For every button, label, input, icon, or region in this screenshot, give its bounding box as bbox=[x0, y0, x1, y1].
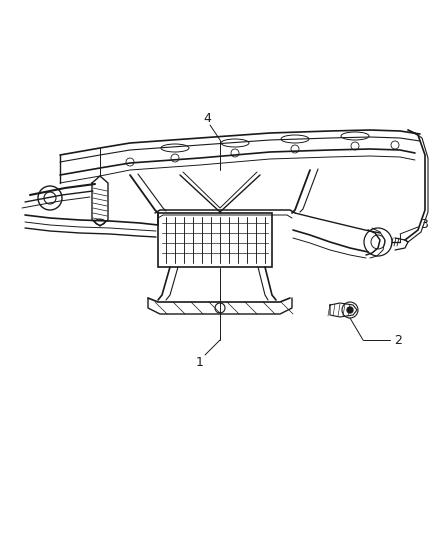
Circle shape bbox=[44, 192, 56, 204]
Circle shape bbox=[351, 142, 359, 150]
Ellipse shape bbox=[341, 132, 369, 140]
Circle shape bbox=[126, 158, 134, 166]
Text: 2: 2 bbox=[394, 334, 402, 346]
Circle shape bbox=[171, 154, 179, 162]
Circle shape bbox=[291, 145, 299, 153]
Circle shape bbox=[342, 302, 358, 318]
Text: 1: 1 bbox=[196, 356, 204, 368]
Circle shape bbox=[38, 186, 62, 210]
Text: 3: 3 bbox=[420, 217, 428, 230]
Ellipse shape bbox=[95, 219, 105, 225]
Ellipse shape bbox=[281, 135, 309, 143]
Circle shape bbox=[347, 307, 353, 313]
Circle shape bbox=[215, 303, 225, 313]
Circle shape bbox=[364, 228, 392, 256]
Circle shape bbox=[371, 235, 385, 249]
Ellipse shape bbox=[161, 144, 189, 152]
Polygon shape bbox=[158, 213, 272, 267]
Circle shape bbox=[391, 141, 399, 149]
Text: 4: 4 bbox=[203, 112, 211, 125]
Ellipse shape bbox=[221, 139, 249, 147]
Circle shape bbox=[231, 149, 239, 157]
